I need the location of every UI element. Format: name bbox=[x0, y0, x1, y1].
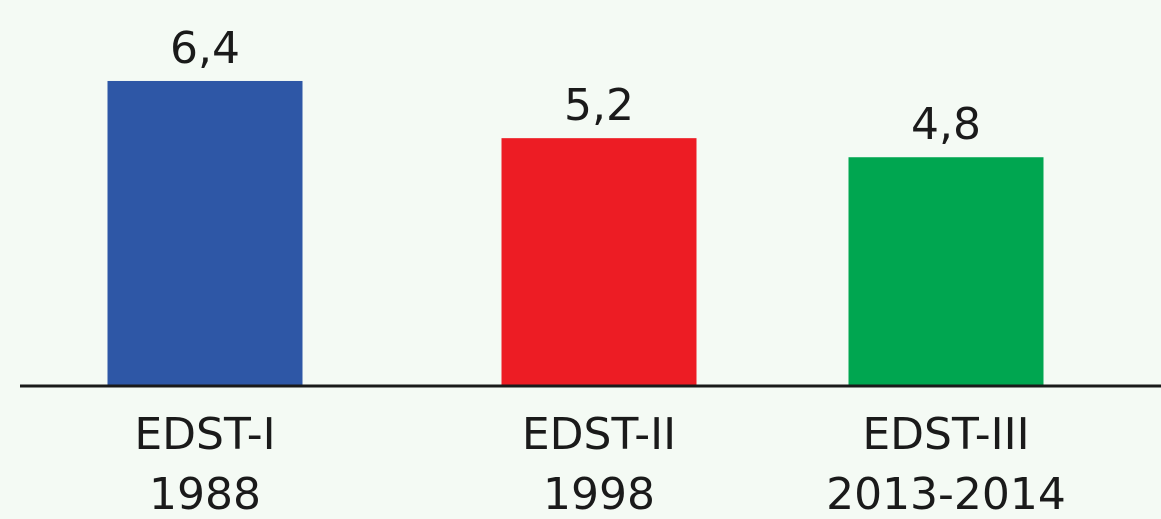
x-tick-label: 1998 bbox=[543, 469, 655, 519]
bar bbox=[501, 138, 697, 386]
x-tick-label: EDST-II bbox=[522, 409, 676, 460]
value-label: 5,2 bbox=[564, 80, 634, 131]
x-tick-label: EDST-I bbox=[134, 409, 275, 460]
bar bbox=[107, 80, 303, 386]
x-tick-label: 2013-2014 bbox=[826, 469, 1066, 519]
bar bbox=[848, 157, 1044, 386]
value-label: 6,4 bbox=[170, 23, 240, 74]
x-tick-label: EDST-III bbox=[862, 409, 1029, 460]
x-tick-label: 1988 bbox=[149, 469, 261, 519]
value-label: 4,8 bbox=[911, 99, 981, 150]
